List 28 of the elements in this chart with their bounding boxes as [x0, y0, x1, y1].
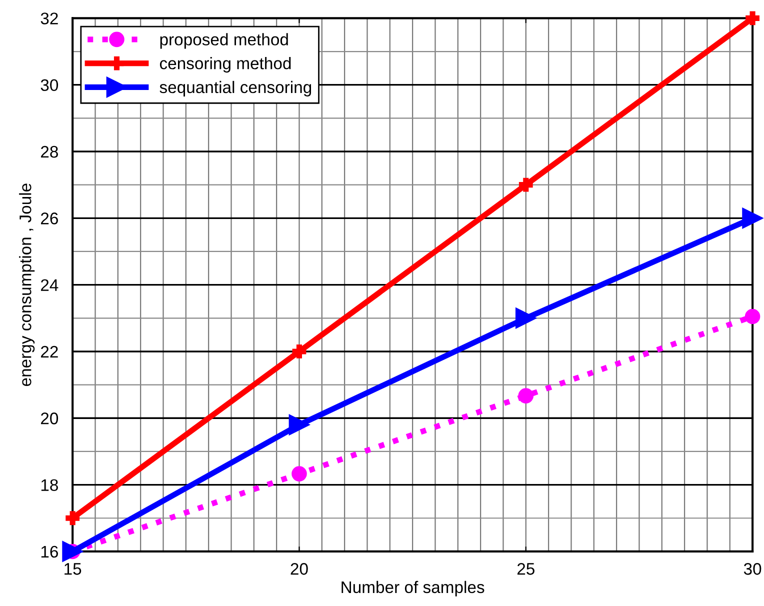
legend-label: sequantial censoring [160, 80, 312, 96]
legend-label: proposed method [160, 33, 288, 49]
y-tick-label: 26 [40, 212, 58, 224]
x-tick-label: 25 [517, 563, 534, 575]
point [746, 11, 760, 26]
point [292, 466, 307, 482]
x-axis-title: Number of samples [342, 580, 484, 596]
y-tick-label: 16 [41, 546, 58, 558]
point [515, 308, 536, 329]
y-tick-label: 18 [41, 479, 58, 492]
point [742, 208, 763, 229]
y-tick-label: 30 [40, 79, 58, 92]
x-tick-label: 15 [64, 563, 82, 575]
legend-label: censoring method [160, 57, 291, 73]
y-tick-label: 32 [40, 12, 58, 24]
point [518, 388, 534, 404]
y-tick-label: 28 [40, 146, 58, 158]
x-tick-label: 20 [290, 563, 308, 575]
y-tick-label: 20 [40, 412, 58, 424]
point [292, 344, 306, 358]
y-axis-title: energy consumption , Joule [19, 184, 35, 386]
point [66, 511, 80, 526]
y-tick-label: 24 [40, 279, 58, 291]
x-tick-label: 30 [744, 563, 762, 575]
y-tick-label: 22 [40, 346, 58, 358]
point [744, 308, 760, 324]
point [288, 414, 310, 436]
point [518, 178, 533, 192]
